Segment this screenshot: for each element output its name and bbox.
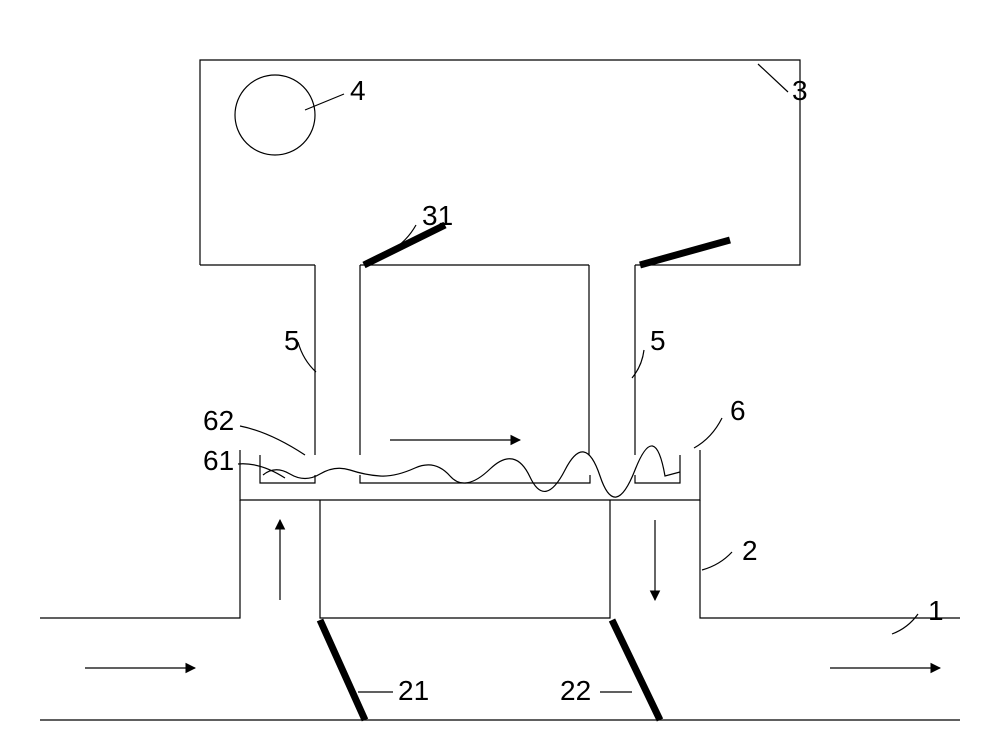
port-circle <box>235 75 315 155</box>
water-surface <box>263 446 680 497</box>
label-n5l: 5 <box>284 325 300 356</box>
leader-n1 <box>892 614 918 634</box>
label-n6: 6 <box>730 395 746 426</box>
label-n1: 1 <box>928 595 944 626</box>
tray-outer <box>240 450 700 500</box>
label-n4: 4 <box>350 75 366 106</box>
flap-right <box>640 240 730 265</box>
label-n2: 2 <box>742 535 758 566</box>
label-n62: 62 <box>203 405 234 436</box>
flap-left <box>364 225 445 265</box>
label-n3: 3 <box>792 75 808 106</box>
baffle-left <box>320 620 365 720</box>
leader-n5l <box>298 342 316 372</box>
label-n5r: 5 <box>650 325 666 356</box>
leader-n6 <box>694 418 722 448</box>
label-n31: 31 <box>422 200 453 231</box>
label-n61: 61 <box>203 445 234 476</box>
leader-n5r <box>632 350 644 378</box>
tray-inner <box>260 455 680 483</box>
label-n21: 21 <box>398 675 429 706</box>
leader-n2 <box>702 552 732 570</box>
baffle-right <box>612 620 660 720</box>
upper-chamber <box>200 60 800 265</box>
leader-n3 <box>758 64 788 92</box>
label-n22: 22 <box>560 675 591 706</box>
leader-n61 <box>238 464 285 478</box>
main-channel-outline <box>40 500 960 720</box>
leader-n62 <box>240 426 305 455</box>
